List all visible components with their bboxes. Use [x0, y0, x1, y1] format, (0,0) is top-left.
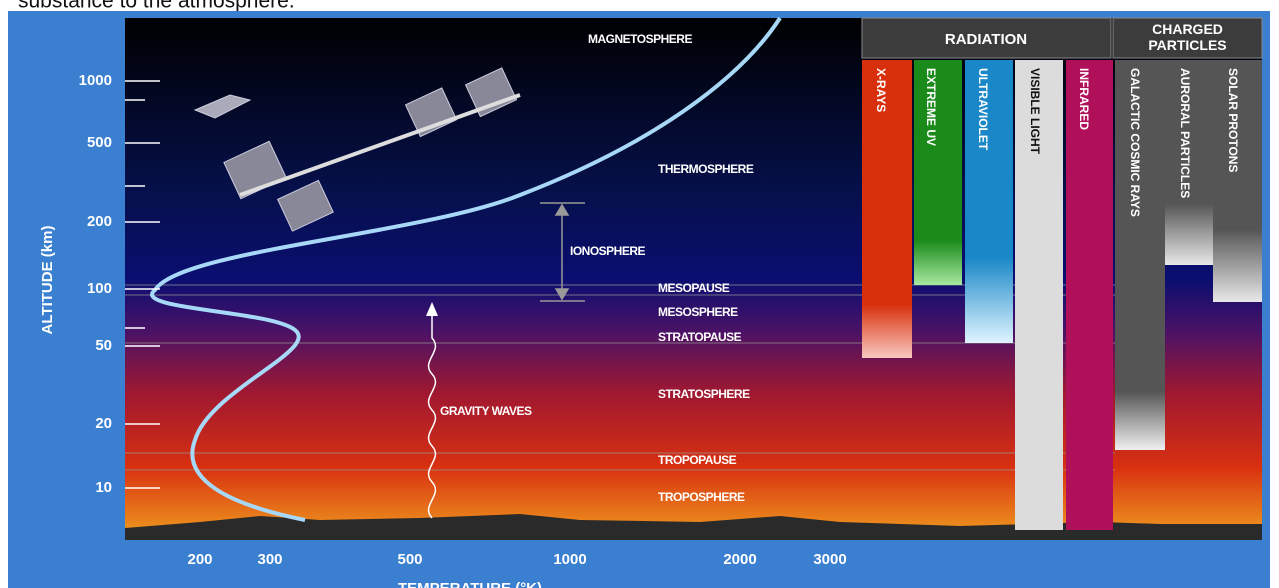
band-label: EXTREME UV: [924, 68, 938, 146]
layer-label: STRATOPAUSE: [658, 330, 742, 344]
gravity-wave: [427, 312, 437, 519]
band-label: VISIBLE LIGHT: [1028, 68, 1042, 155]
x-tick-label: 2000: [723, 551, 756, 568]
band: [1213, 60, 1262, 302]
y-tick-label: 50: [95, 337, 112, 354]
x-tick-label: 300: [257, 551, 282, 568]
band: [1015, 60, 1063, 530]
layer-label: MESOPAUSE: [658, 281, 730, 295]
band: [965, 60, 1013, 343]
radiation-title: RADIATION: [945, 31, 1027, 48]
band: [1165, 60, 1213, 265]
gravity-waves-label: GRAVITY WAVES: [440, 404, 532, 418]
x-tick-label: 500: [397, 551, 422, 568]
ionosphere-range: [540, 202, 585, 302]
layer-label: THERMOSPHERE: [658, 162, 754, 176]
band-label: SOLAR PROTONS: [1226, 68, 1240, 172]
band-label: X-RAYS: [874, 68, 888, 112]
layer-label: MESOSPHERE: [658, 305, 738, 319]
y-tick-label: 500: [87, 134, 112, 151]
caption: substance to the atmosphere.: [18, 0, 295, 13]
temperature-curve: [150, 16, 782, 522]
band-label: ULTRAVIOLET: [976, 68, 990, 151]
particles-header: [1112, 17, 1263, 59]
space-station: [193, 67, 521, 232]
radiation-header: [861, 17, 1112, 59]
layer-label: MAGNETOSPHERE: [588, 32, 692, 46]
y-axis-label: ALTITUDE (km): [39, 226, 56, 335]
x-tick-label: 3000: [813, 551, 846, 568]
band-label: GALACTIC COSMIC RAYS: [1128, 68, 1142, 217]
layer-label: STRATOSPHERE: [658, 387, 750, 401]
band: [1066, 60, 1113, 530]
y-tick-label: 20: [95, 415, 112, 432]
layer-label: TROPOSPHERE: [658, 490, 745, 504]
y-tick-label: 100: [87, 280, 112, 297]
y-tick-label: 10: [95, 479, 112, 496]
layer-lines: [125, 284, 1115, 471]
x-axis-label: TEMPERATURE (°K): [398, 580, 542, 588]
y-tick-label: 200: [87, 213, 112, 230]
band: [1115, 60, 1165, 450]
x-tick-label: 1000: [553, 551, 586, 568]
layer-label: TROPOPAUSE: [658, 453, 737, 467]
band-label: AURORAL PARTICLES: [1178, 68, 1192, 198]
x-tick-label: 200: [187, 551, 212, 568]
particles-title-box: CHARGED PARTICLES: [1148, 21, 1227, 53]
band: [862, 60, 912, 358]
particles-title: CHARGED PARTICLES: [1148, 21, 1227, 53]
band-label: INFRARED: [1077, 68, 1091, 130]
y-tick-label: 1000: [79, 72, 112, 89]
y-ticks: [125, 80, 160, 489]
layer-label: IONOSPHERE: [570, 244, 646, 258]
mountains: [125, 514, 1262, 540]
band: [914, 60, 962, 285]
arrow: [426, 302, 438, 316]
